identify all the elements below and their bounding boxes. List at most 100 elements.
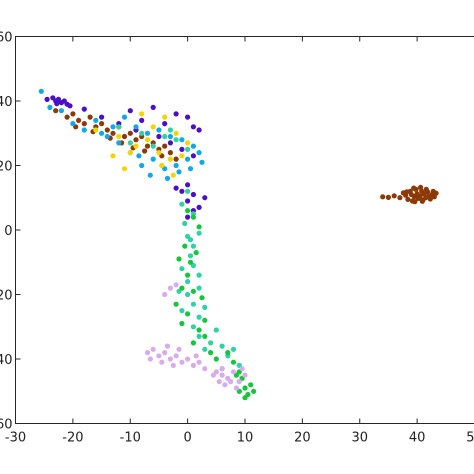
point-s5-7	[190, 340, 196, 346]
point-s3-4	[139, 111, 145, 117]
point-s0-9	[81, 106, 87, 112]
point-s6-28	[210, 372, 216, 378]
point-s1-58	[423, 186, 429, 192]
point-s4-21	[190, 301, 196, 307]
point-s5-2	[190, 288, 196, 294]
point-s0-28	[185, 198, 191, 204]
point-s3-7	[156, 150, 162, 156]
point-s6-9	[176, 346, 182, 352]
point-s0-21	[156, 133, 162, 140]
point-s2-4	[81, 127, 87, 133]
point-s4-34	[196, 285, 202, 291]
point-s6-3	[162, 350, 168, 356]
point-s0-29	[196, 204, 202, 210]
point-s2-8	[121, 114, 128, 120]
point-s5-13	[230, 359, 237, 365]
point-s4-23	[196, 314, 202, 320]
point-s1-42	[417, 193, 423, 199]
point-s5-10	[213, 356, 219, 362]
point-s3-5	[144, 137, 151, 143]
point-s1-9	[110, 130, 116, 136]
point-s5-24	[185, 208, 191, 214]
point-s1-13	[133, 137, 139, 143]
point-s5-5	[179, 320, 185, 327]
point-s6-15	[159, 359, 165, 365]
point-s1-2	[70, 111, 76, 117]
point-s6-21	[236, 379, 242, 385]
point-s3-16	[170, 172, 176, 178]
point-s5-31	[199, 295, 205, 301]
point-s4-29	[202, 346, 208, 352]
point-s2-21	[196, 150, 202, 156]
x-tick-label: -30	[5, 431, 26, 446]
point-s4-30	[219, 343, 225, 349]
point-s3-12	[185, 140, 191, 146]
point-s0-33	[185, 214, 191, 220]
point-s1-7	[99, 121, 105, 127]
x-tick-label: 40	[409, 431, 426, 446]
point-s2-5	[93, 117, 99, 123]
point-s4-20	[185, 291, 191, 298]
point-s0-18	[190, 124, 196, 130]
point-s5-23	[190, 214, 196, 220]
point-s3-8	[162, 114, 168, 120]
point-s6-29	[239, 366, 245, 372]
point-s0-25	[185, 182, 191, 188]
point-s3-13	[121, 166, 128, 172]
point-s2-13	[150, 156, 156, 162]
point-s6-18	[219, 372, 225, 378]
point-s1-31	[397, 195, 403, 201]
point-s4-36	[187, 237, 194, 243]
point-s0-24	[190, 153, 196, 159]
point-s4-13	[190, 243, 196, 249]
point-s5-19	[251, 388, 257, 394]
point-s0-10	[99, 114, 105, 120]
point-s3-6	[150, 124, 156, 130]
point-s0-26	[179, 188, 185, 194]
point-s6-1	[150, 346, 156, 352]
point-s4-6	[185, 146, 191, 152]
point-s2-26	[187, 166, 194, 172]
point-s2-2	[58, 108, 64, 114]
point-s4-7	[167, 127, 173, 133]
point-s2-10	[133, 124, 139, 130]
point-s5-4	[185, 311, 191, 317]
point-s0-14	[150, 104, 156, 110]
point-s2-12	[144, 130, 151, 136]
point-s5-0	[185, 272, 191, 278]
point-s1-49	[427, 196, 433, 202]
point-s4-25	[190, 324, 196, 330]
point-s3-3	[133, 143, 139, 149]
point-s1-54	[419, 198, 425, 204]
point-s0-13	[139, 117, 145, 123]
y-tick-label: 40	[0, 95, 13, 110]
point-s6-25	[228, 379, 234, 385]
point-s2-16	[167, 133, 173, 140]
point-s0-27	[190, 191, 196, 198]
point-s4-19	[196, 272, 202, 278]
y-tick-label: -60	[0, 418, 13, 433]
point-s1-57	[418, 184, 424, 190]
point-s3-10	[173, 130, 179, 136]
point-s1-3	[76, 117, 82, 123]
point-s6-10	[190, 362, 196, 368]
point-s2-24	[164, 175, 171, 181]
point-s0-16	[173, 111, 179, 117]
point-s4-9	[179, 201, 185, 207]
point-s1-34	[405, 196, 411, 202]
point-s6-26	[233, 385, 239, 391]
point-s3-14	[110, 153, 116, 159]
point-s4-3	[150, 143, 156, 149]
x-tick-label: 20	[294, 431, 311, 446]
point-s2-18	[179, 137, 185, 143]
point-s1-11	[121, 133, 128, 140]
point-s6-8	[164, 343, 171, 349]
point-s6-5	[173, 353, 179, 359]
point-s6-13	[193, 353, 199, 359]
point-s4-32	[230, 346, 237, 352]
point-s5-27	[187, 259, 194, 265]
point-s2-14	[156, 127, 162, 133]
point-s1-53	[412, 199, 418, 205]
point-s5-30	[202, 317, 208, 323]
point-s2-28	[110, 124, 116, 130]
